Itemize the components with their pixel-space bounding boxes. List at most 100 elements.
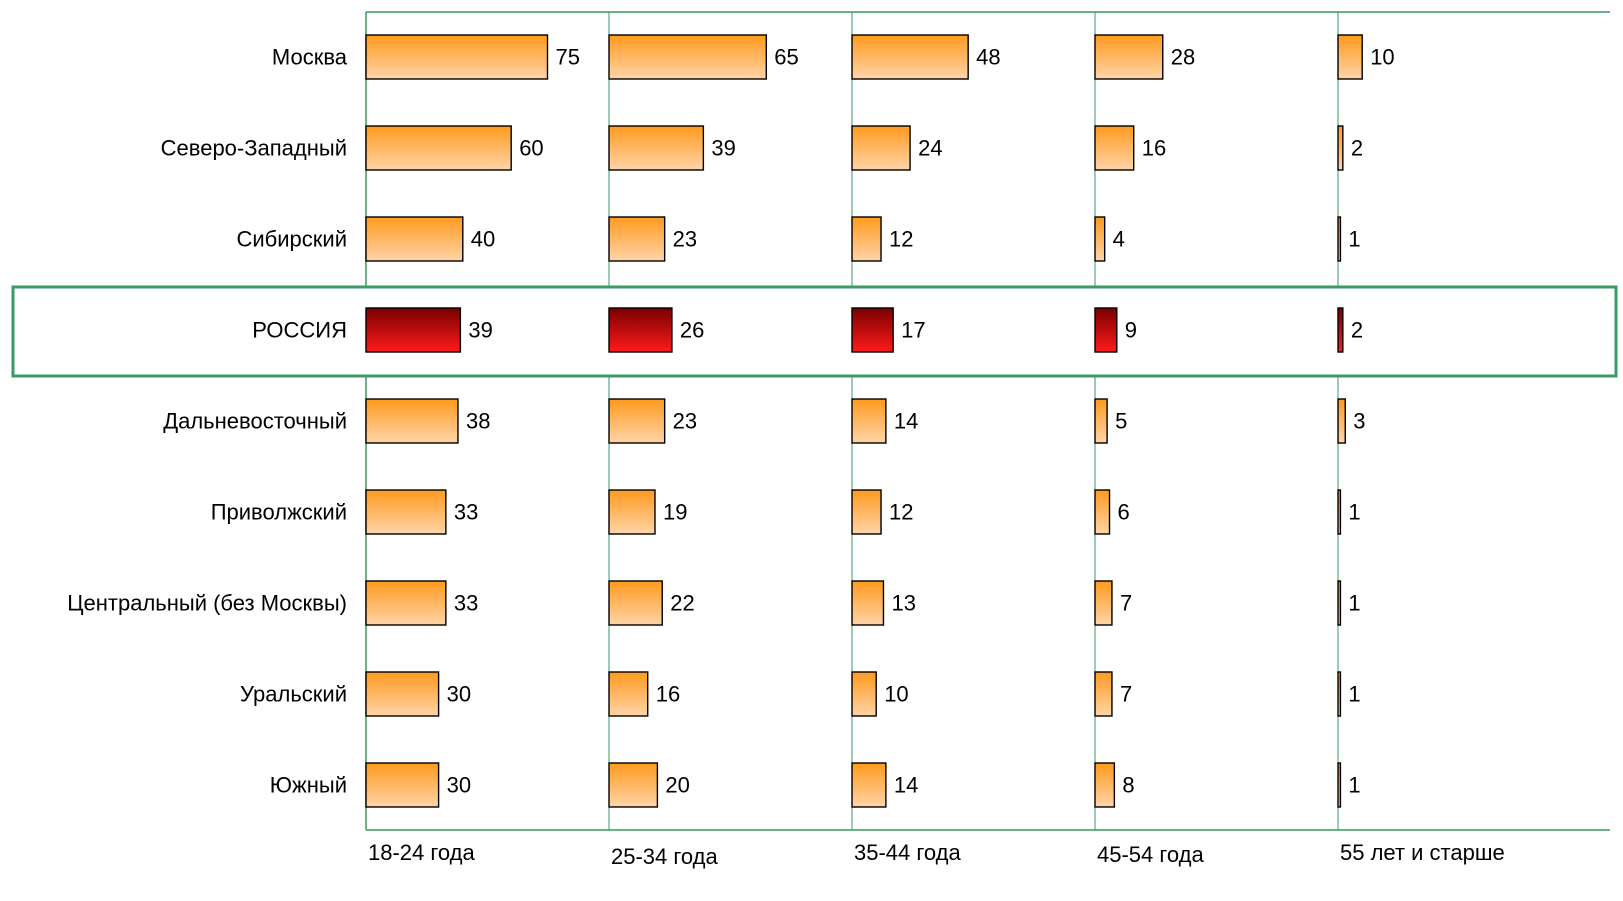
bar — [851, 762, 887, 808]
bar — [851, 216, 882, 262]
bar — [608, 125, 705, 171]
data-label: 10 — [884, 682, 908, 707]
data-label: 16 — [1142, 136, 1166, 161]
data-label: 24 — [918, 136, 942, 161]
bar — [365, 125, 512, 171]
category-label: Северо-Западный — [161, 136, 347, 161]
bar — [1337, 398, 1346, 444]
data-label: 65 — [774, 45, 798, 70]
data-label: 19 — [663, 500, 687, 525]
bar — [1094, 216, 1106, 262]
bar — [608, 762, 659, 808]
data-label: 23 — [673, 227, 697, 252]
bar — [608, 671, 649, 717]
bar — [365, 216, 464, 262]
data-label: 22 — [670, 591, 694, 616]
data-label: 1 — [1348, 682, 1360, 707]
panel-tick-label: 25-34 года — [611, 844, 719, 869]
data-label: 2 — [1351, 318, 1363, 343]
data-label: 20 — [665, 773, 689, 798]
highlight-row-box — [11, 285, 1618, 378]
bar — [365, 762, 440, 808]
bar — [851, 307, 894, 353]
data-label: 33 — [454, 591, 478, 616]
data-label: 26 — [680, 318, 704, 343]
data-label: 39 — [468, 318, 492, 343]
category-label: Москва — [272, 45, 348, 70]
category-label: Южный — [270, 773, 347, 798]
data-label: 16 — [656, 682, 680, 707]
data-label: 28 — [1171, 45, 1195, 70]
data-label: 7 — [1120, 682, 1132, 707]
bar — [608, 398, 666, 444]
data-label: 1 — [1348, 227, 1360, 252]
labels-layer: Москва Северо-Западный Сибирский РОССИЯ Даль… — [67, 45, 1504, 870]
highlight-layer — [11, 285, 1618, 378]
data-label: 30 — [447, 682, 471, 707]
category-label: Центральный (без Москвы) — [67, 591, 347, 616]
bar — [851, 671, 877, 717]
data-label: 17 — [901, 318, 925, 343]
data-label: 60 — [519, 136, 543, 161]
bar — [1337, 307, 1344, 353]
data-label: 38 — [466, 409, 490, 434]
bar — [851, 125, 911, 171]
category-label: РОССИЯ — [252, 318, 347, 343]
data-label: 1 — [1348, 773, 1360, 798]
panel-tick-label: 35-44 года — [854, 840, 962, 865]
category-label: Уральский — [240, 682, 347, 707]
data-label: 9 — [1125, 318, 1137, 343]
data-label: 23 — [673, 409, 697, 434]
bar — [608, 580, 663, 626]
bar — [1337, 489, 1342, 535]
panel-tick-label: 18-24 года — [368, 840, 476, 865]
bar — [1094, 398, 1108, 444]
bar — [365, 671, 440, 717]
bar — [365, 398, 459, 444]
data-label: 39 — [711, 136, 735, 161]
bar — [1337, 216, 1342, 262]
panel-tick-label: 45-54 года — [1097, 842, 1205, 867]
bar — [1337, 762, 1342, 808]
bar — [1337, 671, 1342, 717]
data-label: 2 — [1351, 136, 1363, 161]
bar — [608, 216, 666, 262]
bar — [608, 34, 768, 80]
data-label: 13 — [891, 591, 915, 616]
bar — [851, 580, 885, 626]
bar — [1094, 580, 1113, 626]
data-label: 30 — [447, 773, 471, 798]
bar — [1094, 489, 1111, 535]
bar — [1337, 34, 1363, 80]
bars-layer — [365, 34, 1363, 808]
bar — [851, 34, 969, 80]
bar — [365, 34, 549, 80]
bar — [1337, 580, 1342, 626]
category-label: Дальневосточный — [163, 409, 347, 434]
data-label: 1 — [1348, 500, 1360, 525]
data-label: 33 — [454, 500, 478, 525]
bar — [1094, 762, 1116, 808]
bar — [1094, 34, 1164, 80]
bar — [365, 489, 447, 535]
panel-tick-label: 55 лет и старше — [1340, 840, 1505, 865]
data-label: 3 — [1353, 409, 1365, 434]
data-label: 4 — [1113, 227, 1125, 252]
bar — [1337, 125, 1344, 171]
data-label: 40 — [471, 227, 495, 252]
data-label: 10 — [1370, 45, 1394, 70]
data-label: 75 — [556, 45, 580, 70]
bar — [1094, 125, 1135, 171]
bar — [1094, 307, 1118, 353]
data-label: 5 — [1115, 409, 1127, 434]
bar — [1094, 671, 1113, 717]
bar — [365, 307, 462, 353]
bar — [608, 489, 656, 535]
data-label: 12 — [889, 227, 913, 252]
data-label: 14 — [894, 773, 918, 798]
data-label: 14 — [894, 409, 918, 434]
grid-layer — [365, 11, 1610, 831]
data-label: 48 — [976, 45, 1000, 70]
